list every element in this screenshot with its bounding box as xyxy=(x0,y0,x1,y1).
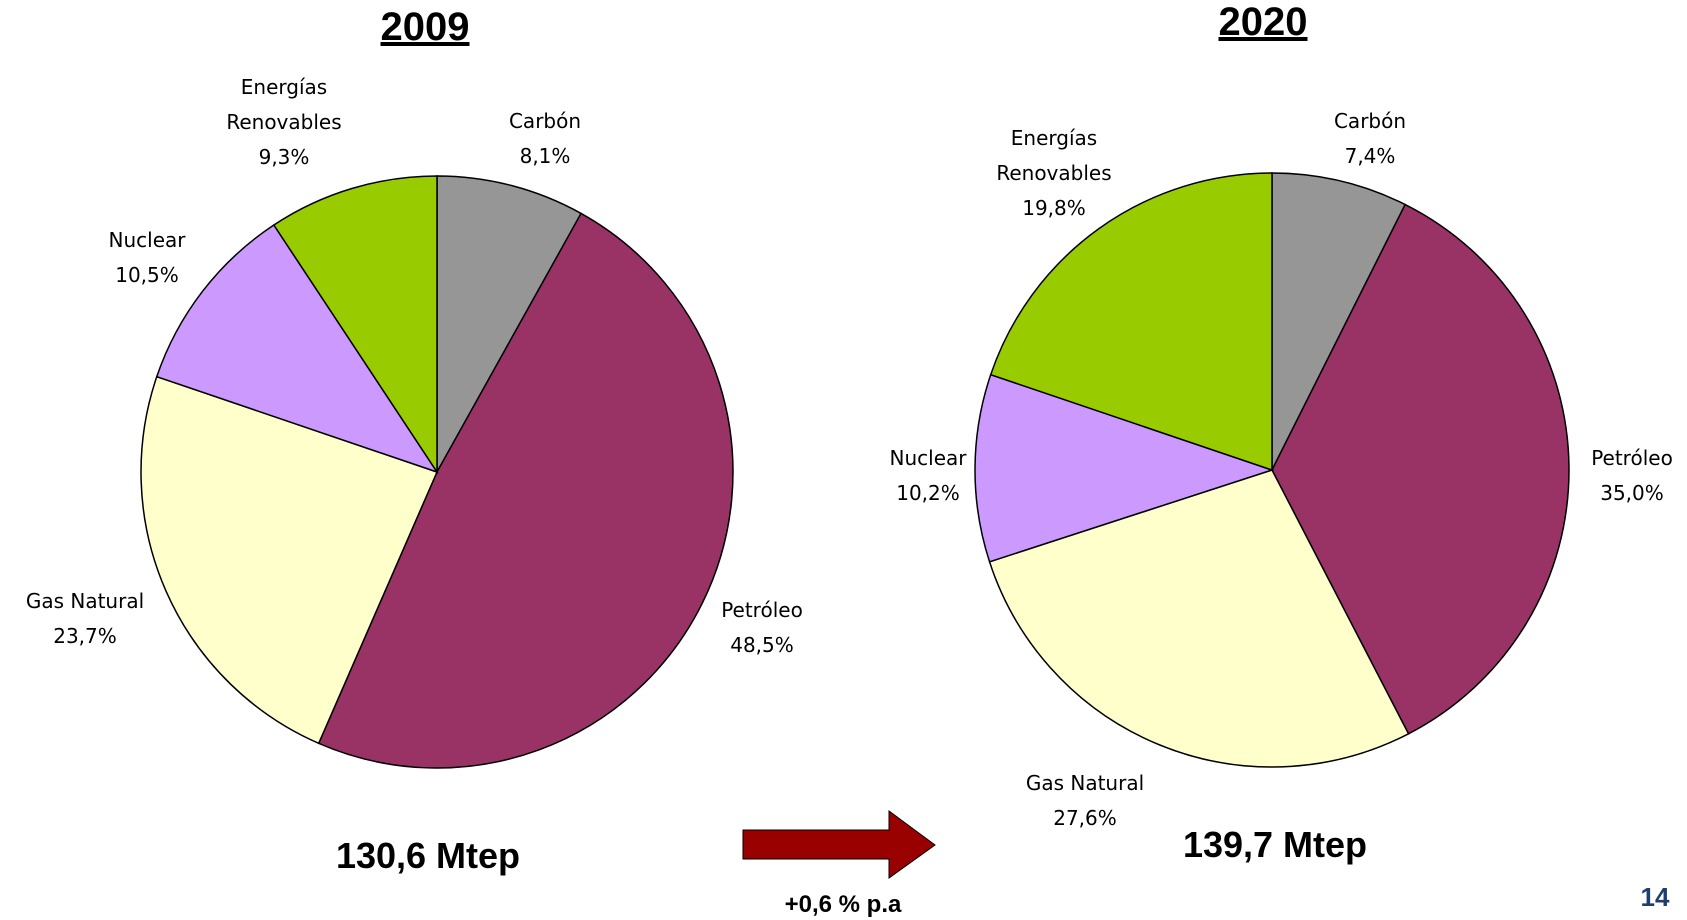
pie-slice-2020-petroleo xyxy=(1271,203,1570,735)
growth-arrow: +0,6 % p.a xyxy=(742,810,936,918)
slice-label-2009-petroleo: Petróleo 48,5% xyxy=(721,598,803,657)
pie-chart-2009: 2009 Carbón 8,1% Petróleo 48,5% Gas Natural 2… xyxy=(26,5,803,876)
slice-value: 10,2% xyxy=(896,481,960,505)
slice-label-2020-nuclear: Nuclear 10,2% xyxy=(890,446,968,505)
slice-name: Nuclear xyxy=(890,446,968,470)
slice-name: Petróleo xyxy=(721,598,803,622)
chart-title-2009: 2009 xyxy=(381,5,470,49)
total-label-2009: 130,6 Mtep xyxy=(336,835,520,876)
slice-name: Gas Natural xyxy=(26,589,144,613)
slice-label-2020-petroleo: Petróleo 35,0% xyxy=(1591,446,1673,505)
growth-rate-label: +0,6 % p.a xyxy=(785,891,902,918)
slice-name: Carbón xyxy=(509,109,581,133)
pie-slice-2020-energias-renovables xyxy=(989,172,1273,472)
slice-name: Gas Natural xyxy=(1026,771,1144,795)
slice-value: 9,3% xyxy=(259,145,310,169)
chart-title-2020: 2020 xyxy=(1219,0,1308,44)
total-label-2020: 139,7 Mtep xyxy=(1183,824,1367,865)
slice-value: 35,0% xyxy=(1600,481,1664,505)
slice-label-2020-carbon: Carbón 7,4% xyxy=(1334,109,1406,168)
slice-value: 7,4% xyxy=(1345,144,1396,168)
slice-value: 8,1% xyxy=(520,144,571,168)
pie-slice-2009-energias-renovables xyxy=(272,175,438,475)
slice-label-2020-gas-natural: Gas Natural 27,6% xyxy=(1026,771,1144,830)
slice-value: 48,5% xyxy=(730,633,794,657)
slice-name: Renovables xyxy=(226,110,341,134)
pie-slice-2020-nuclear xyxy=(974,373,1275,563)
slice-label-2020-energias-renovables: Energías Renovables 19,8% xyxy=(996,126,1111,220)
slice-value: 23,7% xyxy=(53,624,117,648)
slice-value: 19,8% xyxy=(1022,196,1086,220)
slice-name: Energías xyxy=(1011,126,1097,150)
pie-slice-2009-carbon xyxy=(436,175,583,475)
slice-label-2009-energias-renovables: Energías Renovables 9,3% xyxy=(226,75,341,169)
slice-value: 27,6% xyxy=(1053,806,1117,830)
slice-name: Energías xyxy=(241,75,327,99)
arrow-right-icon xyxy=(742,810,936,879)
page-number: 14 xyxy=(1641,882,1670,912)
slice-name: Carbón xyxy=(1334,109,1406,133)
slice-name: Renovables xyxy=(996,161,1111,185)
pie-slice-2009-petroleo xyxy=(317,212,734,769)
pie-slice-2009-gas-natural xyxy=(140,375,439,745)
pie-chart-2020: 2020 Carbón 7,4% Petróleo 35,0% Gas Natural 2… xyxy=(890,0,1673,865)
pie-slice-2020-carbon xyxy=(1271,172,1407,471)
pie-slice-2020-gas-natural xyxy=(988,469,1410,768)
slice-label-2009-gas-natural: Gas Natural 23,7% xyxy=(26,589,144,648)
pie-slice-2009-nuclear xyxy=(155,223,439,474)
slice-name: Nuclear xyxy=(109,228,187,252)
slice-label-2009-nuclear: Nuclear 10,5% xyxy=(109,228,187,287)
slice-label-2009-carbon: Carbón 8,1% xyxy=(509,109,581,168)
slice-name: Petróleo xyxy=(1591,446,1673,470)
slice-value: 10,5% xyxy=(115,263,179,287)
